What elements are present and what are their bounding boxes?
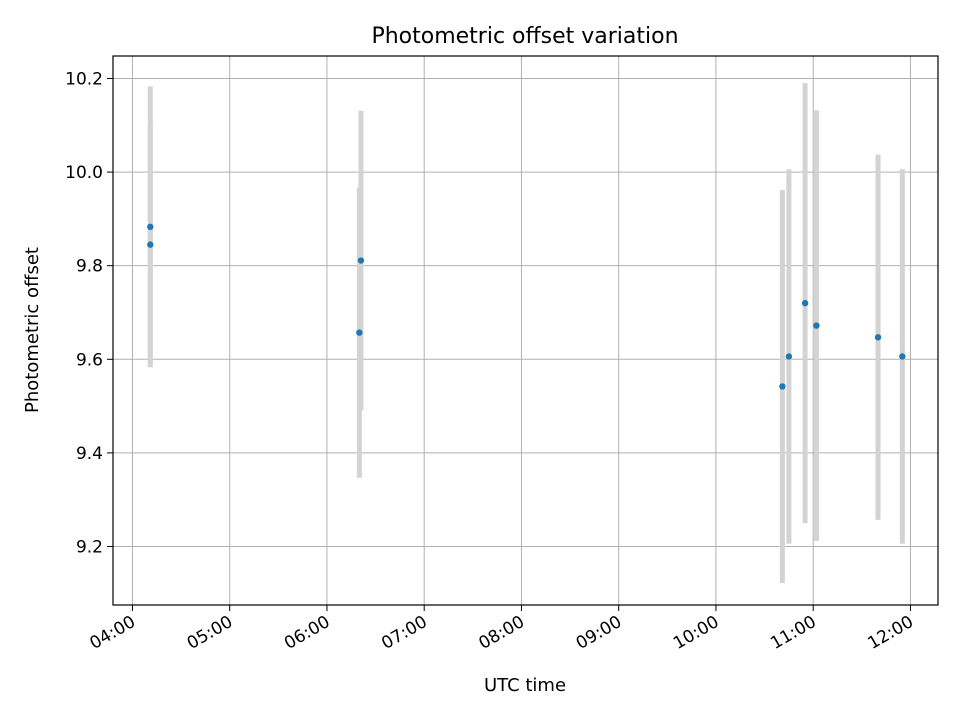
y-tick-label: 9.4 — [76, 444, 103, 464]
data-point — [356, 329, 363, 336]
y-axis-label: Photometric offset — [22, 247, 43, 413]
data-point — [899, 353, 906, 360]
data-point — [785, 353, 793, 360]
y-axis-ticks: 9.2 9.4 9.6 9.8 10.0 10.2 — [65, 69, 113, 557]
data-point — [779, 383, 786, 390]
data-point — [801, 299, 809, 307]
data-point — [813, 322, 820, 329]
data-point — [357, 257, 365, 264]
y-tick-label: 9.6 — [76, 350, 103, 370]
data-point — [874, 334, 882, 341]
grid-layer — [113, 56, 938, 605]
y-tick-label: 9.2 — [76, 537, 103, 557]
plot-frame — [112, 55, 939, 606]
y-tick-label: 10.0 — [65, 163, 103, 183]
y-tick-label: 9.8 — [76, 257, 103, 277]
data-point — [147, 223, 154, 231]
data-point — [147, 241, 154, 248]
chart-title: Photometric offset variation — [371, 24, 678, 49]
y-tick-label: 10.2 — [65, 69, 103, 89]
point-layer — [147, 223, 906, 390]
x-axis-label: UTC time — [484, 675, 566, 696]
